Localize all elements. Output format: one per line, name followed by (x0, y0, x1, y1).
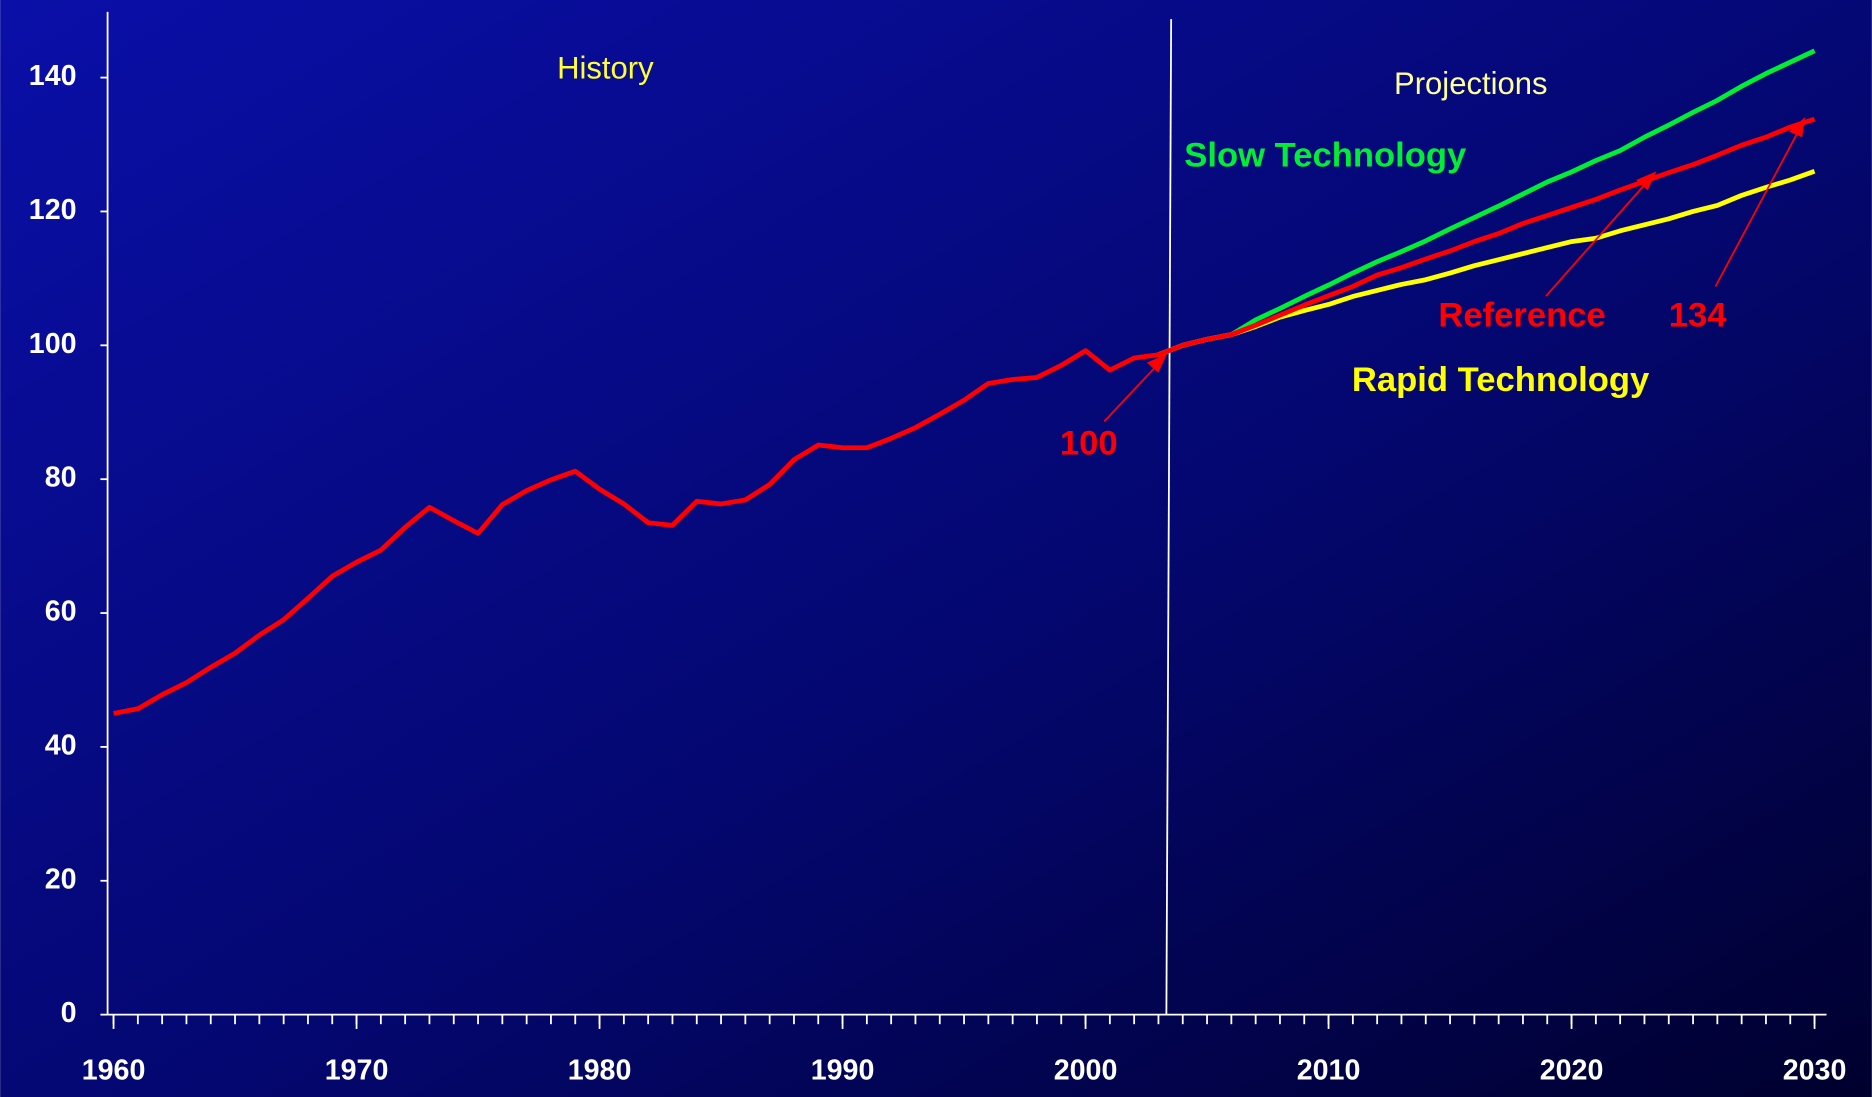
series-label: Slow Technology (1184, 137, 1467, 175)
x-tick-label: 1980 (568, 1054, 632, 1086)
y-tick-label: 100 (29, 328, 77, 360)
y-tick-label: 60 (45, 596, 77, 628)
series-line (113, 116, 1816, 716)
x-tick-label: 1990 (811, 1054, 875, 1086)
annotation: 134 (1669, 297, 1727, 335)
arrow (1545, 179, 1650, 297)
arrow (1103, 361, 1162, 422)
x-tick-label: 2030 (1783, 1054, 1847, 1086)
x-tick-label: 1960 (82, 1054, 146, 1086)
y-tick-label: 140 (29, 60, 77, 92)
arrow-head (1789, 117, 1806, 138)
annotation: History (557, 51, 654, 86)
projection-divider (1165, 19, 1173, 1015)
x-tick-label: 2020 (1540, 1054, 1604, 1086)
x-tick-label: 2000 (1054, 1054, 1118, 1086)
plot-area: 0 20 40 60 80 100 120 140 1960 1970 1980 1990 2000 20… (29, 48, 1847, 1086)
y-tick-label: 120 (29, 194, 77, 226)
y-tick-label: 20 (45, 863, 77, 895)
arrow-head (1146, 353, 1167, 373)
y-tick-label: 40 (45, 729, 77, 761)
series-label: Rapid Technology (1352, 361, 1650, 399)
arrow-head (1636, 171, 1657, 191)
series-label: Reference (1438, 297, 1605, 335)
arrow (1714, 127, 1802, 287)
x-tick-label: 2010 (1297, 1054, 1361, 1086)
annotation: Projections (1394, 66, 1547, 101)
series-line (1157, 48, 1816, 357)
y-tick-label: 0 (61, 997, 77, 1029)
y-tick-label: 80 (45, 462, 77, 494)
arrows (1103, 117, 1806, 422)
x-tick-label: 1970 (325, 1054, 389, 1086)
annotation: 100 (1060, 424, 1118, 462)
